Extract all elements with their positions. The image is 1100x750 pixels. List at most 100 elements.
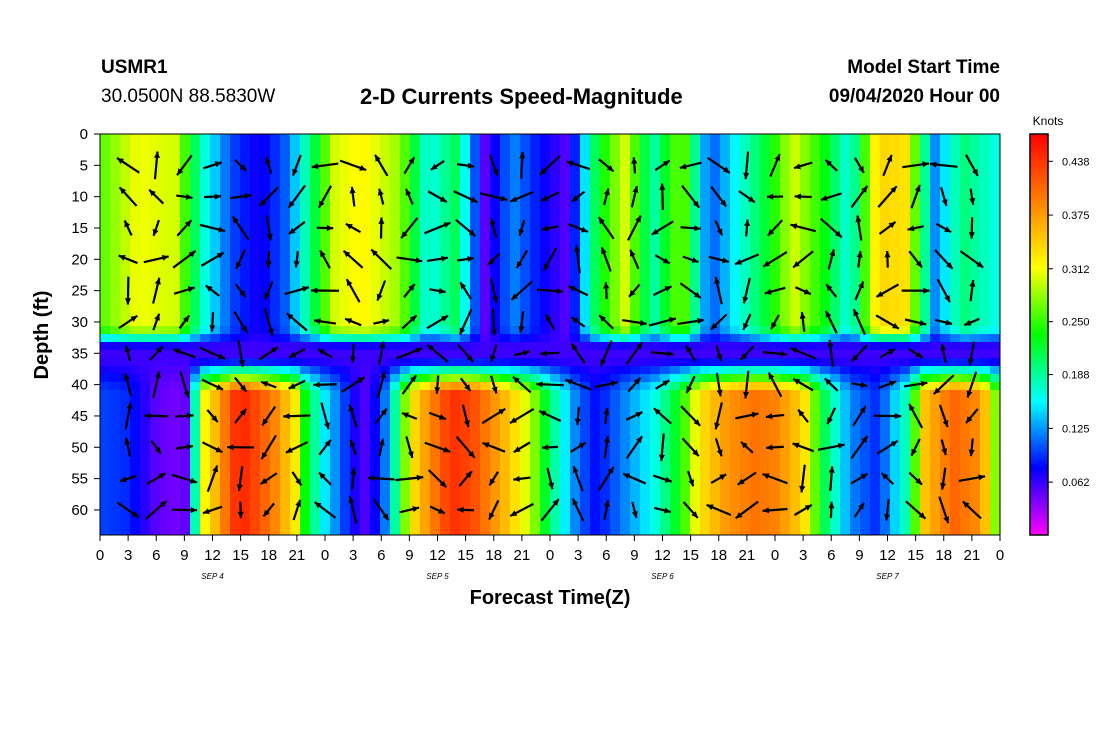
heatmap-cell	[220, 310, 231, 319]
heatmap-cell	[490, 270, 501, 279]
heatmap-cell	[160, 182, 171, 191]
heatmap-cell	[710, 446, 721, 455]
heatmap-cell	[770, 310, 781, 319]
heatmap-cell	[300, 238, 311, 247]
heatmap-cell	[170, 358, 181, 367]
heatmap-cell	[120, 310, 131, 319]
heatmap-cell	[310, 502, 321, 511]
current-vector	[428, 411, 447, 421]
heatmap-cell	[400, 366, 411, 375]
heatmap-cell	[690, 382, 701, 391]
heatmap-cell	[670, 438, 681, 447]
current-vector	[968, 438, 975, 457]
heatmap-cell	[140, 246, 151, 255]
current-vector	[344, 317, 362, 327]
heatmap-cell	[380, 502, 391, 511]
heatmap-cell	[880, 478, 891, 487]
heatmap-cell	[560, 150, 571, 159]
current-vector	[258, 186, 279, 207]
heatmap-cell	[540, 470, 551, 479]
heatmap-cell	[850, 374, 861, 383]
heatmap-cell	[630, 446, 641, 455]
heatmap-cell	[200, 254, 211, 263]
heatmap-cell	[400, 222, 411, 231]
heatmap-cell	[810, 478, 821, 487]
current-vector	[540, 191, 560, 202]
heatmap-cell	[690, 142, 701, 151]
heatmap-cell	[980, 350, 991, 359]
heatmap-cell	[580, 182, 591, 191]
heatmap-cell	[150, 470, 161, 479]
current-vector	[426, 314, 449, 330]
heatmap-cell	[620, 206, 631, 215]
heatmap-cell	[910, 478, 921, 487]
heatmap-cell	[830, 382, 841, 391]
current-vector	[455, 436, 476, 459]
current-vector	[285, 440, 309, 454]
heatmap-cell	[360, 214, 371, 223]
heatmap-cell	[360, 342, 371, 351]
heatmap-cell	[800, 302, 811, 311]
heatmap-cell	[100, 158, 111, 167]
heatmap-cell	[130, 198, 141, 207]
heatmap-cell	[730, 182, 741, 191]
current-vector	[766, 444, 784, 451]
heatmap-cell	[440, 182, 451, 191]
heatmap-cell	[490, 238, 501, 247]
heatmap-cell	[590, 486, 601, 495]
heatmap-cell	[310, 150, 321, 159]
heatmap-cell	[520, 294, 531, 303]
heatmap-cell	[740, 374, 751, 383]
heatmap-cell	[610, 438, 621, 447]
heatmap-cell	[960, 326, 971, 335]
current-vector	[201, 378, 224, 391]
heatmap-cell	[130, 390, 141, 399]
heatmap-cell	[110, 398, 121, 407]
heatmap-cell	[960, 414, 971, 423]
heatmap-cell	[510, 166, 521, 175]
heatmap-cell	[470, 278, 481, 287]
heatmap-cell	[860, 174, 871, 183]
current-vector	[570, 342, 586, 364]
heatmap-cell	[500, 334, 511, 343]
heatmap-cell	[140, 494, 151, 503]
heatmap-cell	[230, 238, 241, 247]
current-vector	[597, 466, 615, 491]
heatmap-cell	[160, 446, 171, 455]
heatmap-cell	[420, 190, 431, 199]
heatmap-cell	[240, 158, 251, 167]
heatmap-cell	[880, 222, 891, 231]
heatmap-cell	[510, 326, 521, 335]
heatmap-cell	[210, 478, 221, 487]
heatmap-cell	[610, 398, 621, 407]
heatmap-cell	[400, 518, 411, 527]
heatmap-cell	[130, 398, 141, 407]
heatmap-cell	[180, 150, 191, 159]
heatmap-cell	[340, 190, 351, 199]
heatmap-cell	[500, 318, 511, 327]
heatmap-cell	[460, 510, 471, 519]
heatmap-cell	[950, 262, 961, 271]
heatmap-cell	[120, 318, 131, 327]
heatmap-cell	[910, 382, 921, 391]
heatmap-cell	[340, 302, 351, 311]
heatmap-cell	[350, 502, 361, 511]
heatmap-cell	[200, 486, 211, 495]
current-vector	[790, 223, 817, 233]
heatmap-cell	[330, 438, 341, 447]
current-vector	[902, 161, 930, 169]
heatmap-cell	[310, 334, 321, 343]
heatmap-cell	[370, 438, 381, 447]
heatmap-cell	[110, 158, 121, 167]
heatmap-cell	[710, 286, 721, 295]
current-vector	[288, 348, 306, 359]
heatmap-cell	[320, 382, 331, 391]
current-vector	[597, 216, 615, 240]
heatmap-cell	[910, 390, 921, 399]
heatmap-cell	[430, 486, 441, 495]
heatmap-cell	[520, 470, 531, 479]
heatmap-cell	[860, 222, 871, 231]
current-vector	[935, 222, 952, 234]
heatmap-cell	[630, 414, 641, 423]
current-vector	[124, 437, 132, 457]
